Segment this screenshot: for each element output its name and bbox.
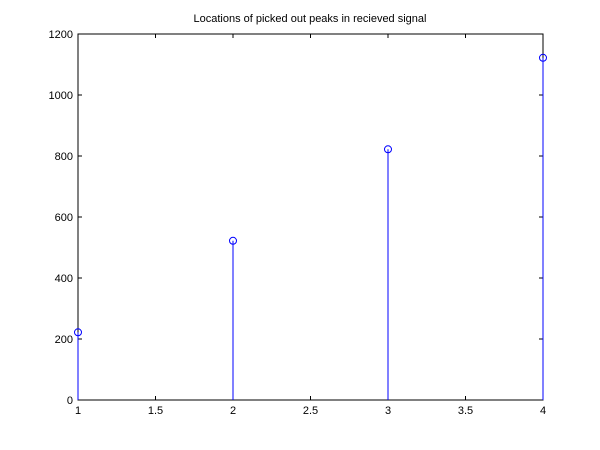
- plot-frame: [77, 33, 544, 401]
- data-marks: [74, 53, 547, 400]
- axes: 1 1.5 2 2.5 3 3.5 4 0 200 400 600 800 1000 1200: [49, 29, 547, 417]
- x-tick-label: 3.5: [458, 405, 473, 417]
- y-tick-label: 0: [67, 395, 73, 407]
- y-tick-label: 600: [55, 212, 73, 224]
- x-tick-label: 1.5: [148, 405, 163, 417]
- stem-marker: [539, 53, 547, 62]
- y-tick-label: 1000: [49, 90, 73, 102]
- stem-marker: [74, 328, 82, 337]
- x-tick-label: 4: [540, 405, 546, 417]
- y-tick-label: 800: [55, 151, 73, 163]
- stem-marker: [229, 236, 237, 245]
- x-tick-label: 2.5: [303, 405, 318, 417]
- y-tick-label: 1200: [49, 29, 73, 41]
- x-tick-label: 2: [230, 405, 236, 417]
- x-tick-label: 1: [75, 405, 81, 417]
- y-tick-label: 400: [55, 273, 73, 285]
- stem-marker: [384, 145, 392, 154]
- chart-title: Locations of picked out peaks in recieve…: [194, 13, 427, 25]
- x-tick-label: 3: [385, 405, 391, 417]
- y-tick-label: 200: [55, 334, 73, 346]
